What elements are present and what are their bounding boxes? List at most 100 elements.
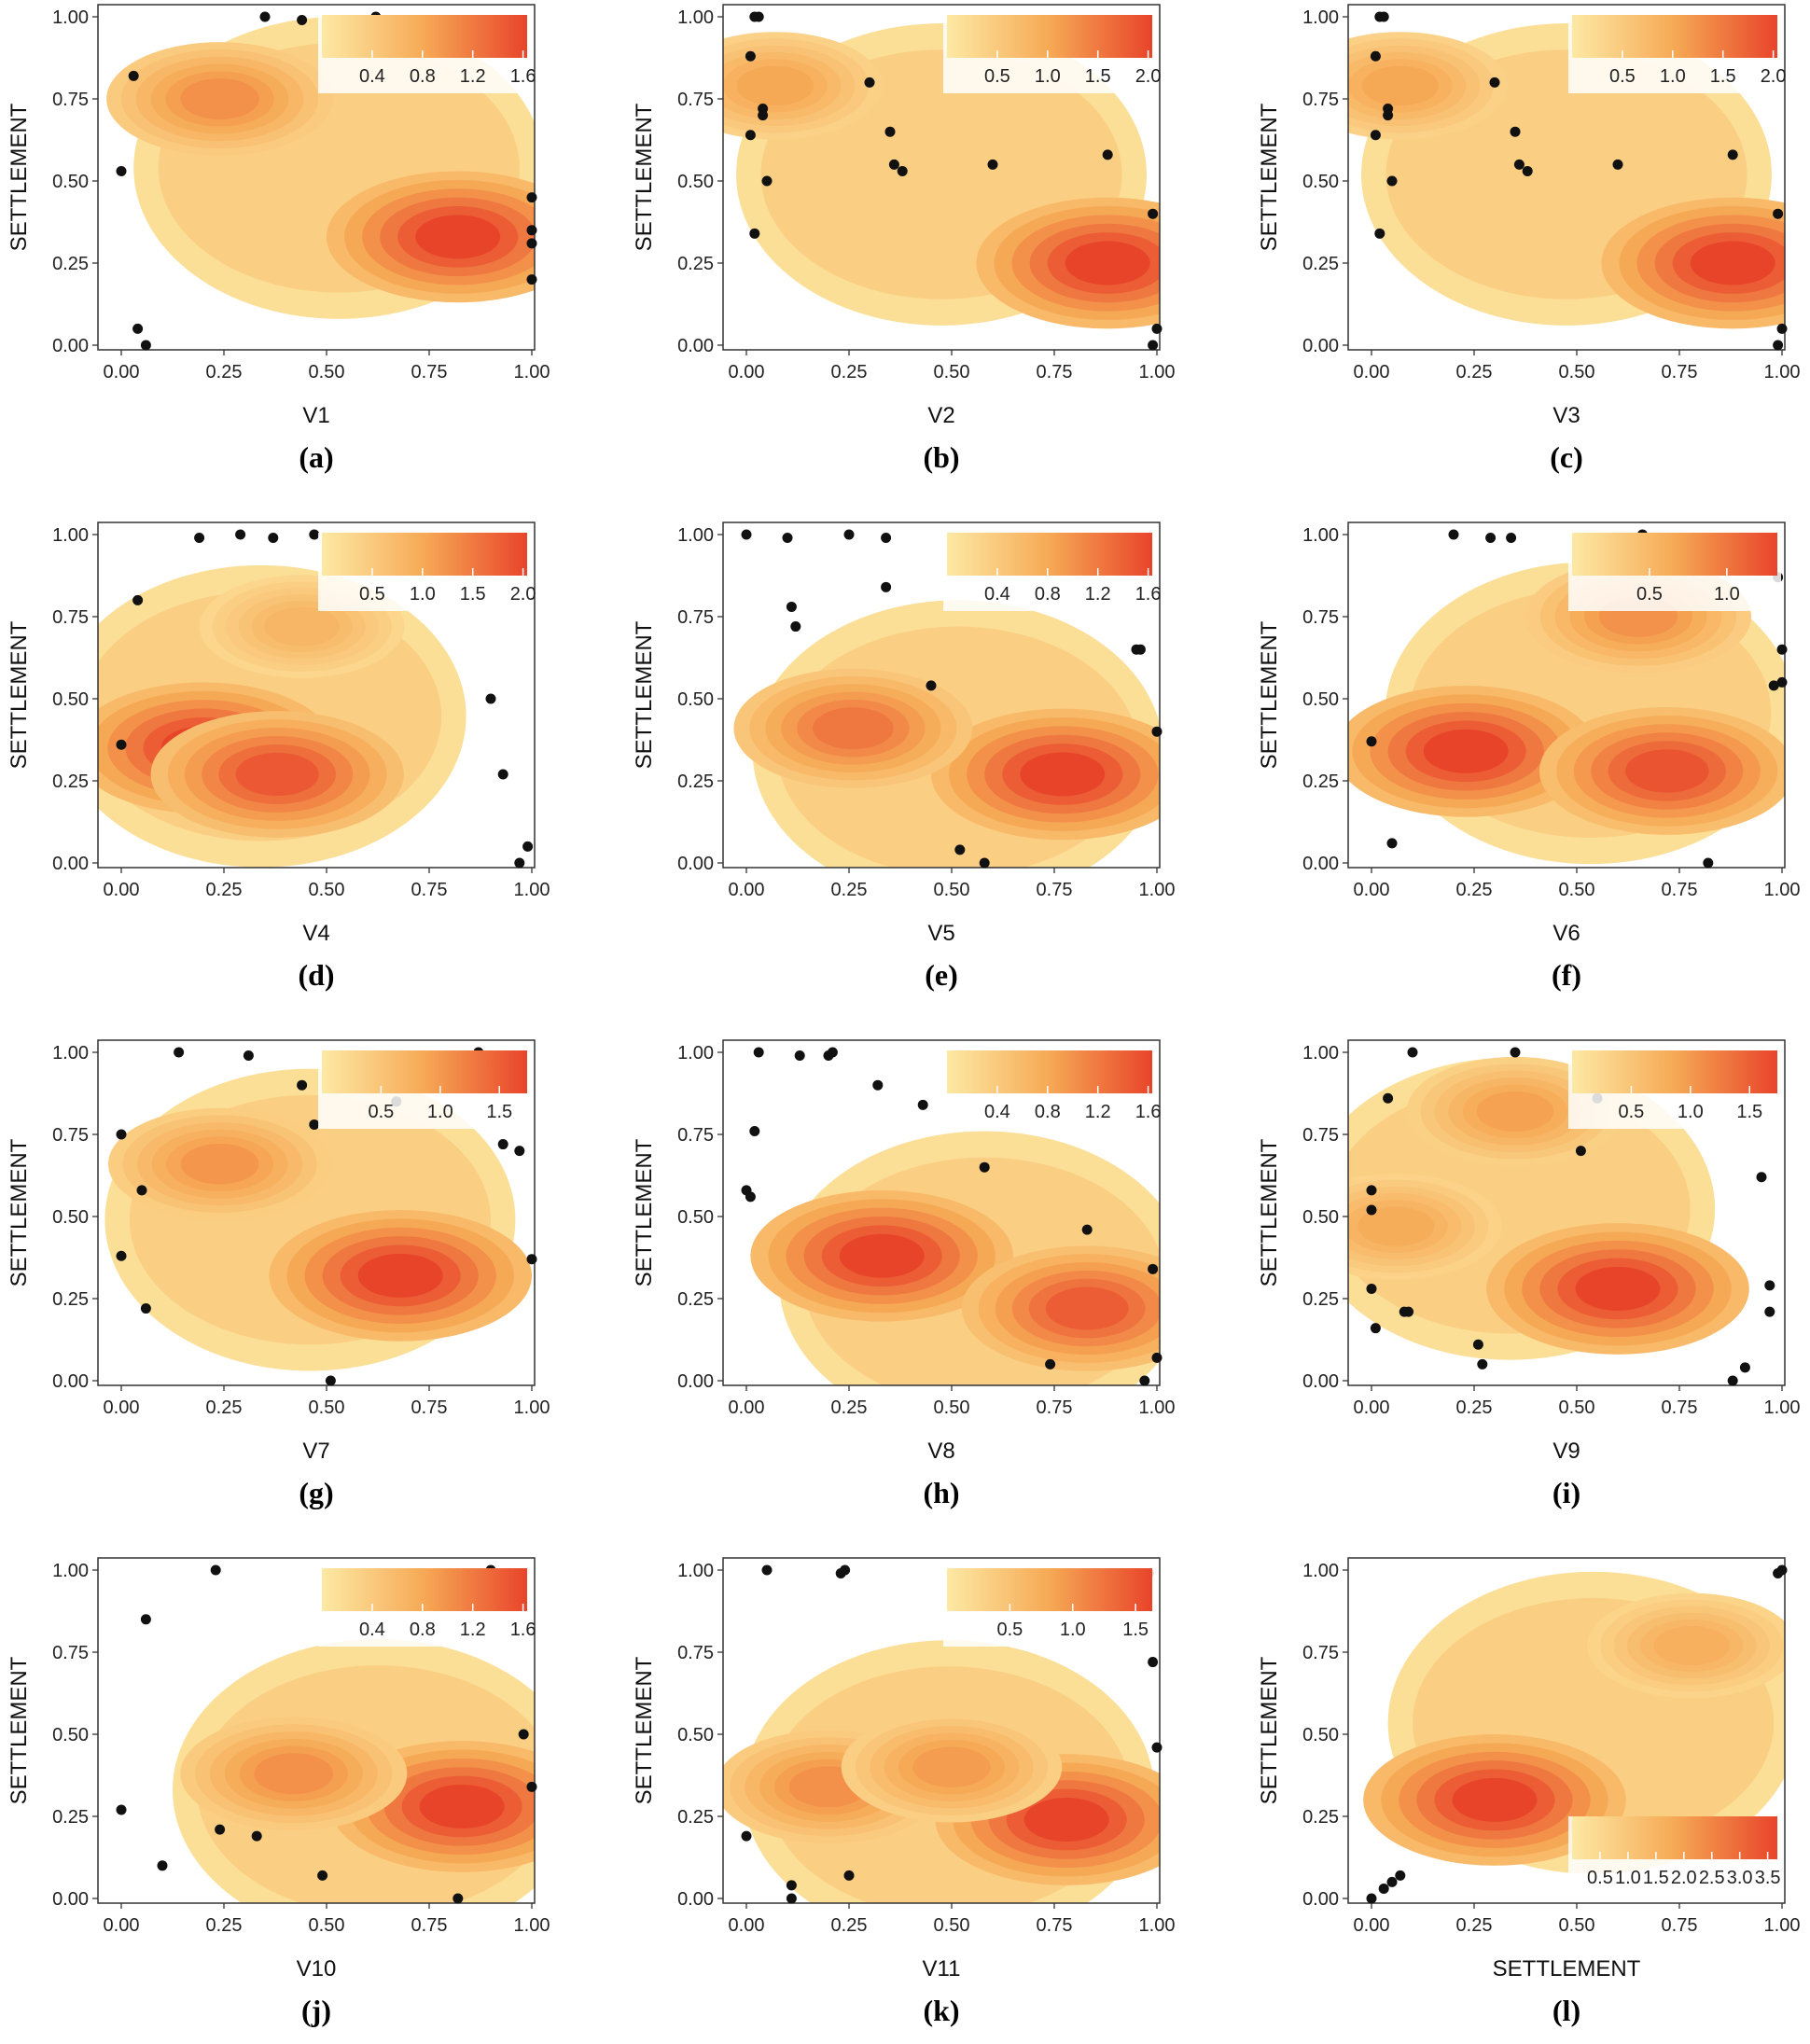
data-point: [782, 533, 793, 544]
legend-tick-label: 1.0: [427, 1102, 453, 1122]
data-point: [1764, 1306, 1775, 1317]
legend-tick-label: 1.5: [1736, 1102, 1762, 1122]
x-tick-label: 0.00: [729, 1915, 765, 1936]
legend-tick-label: 1.0: [1035, 66, 1061, 87]
panel-frame: [722, 4, 1161, 351]
data-point: [1148, 340, 1159, 351]
legend-tick-label: 1.5: [460, 584, 486, 605]
panel-frame: [1347, 1557, 1786, 1904]
legend-tick-label: 0.4: [984, 584, 1010, 605]
data-point: [309, 1119, 320, 1130]
data-point: [526, 1254, 537, 1265]
x-tick-label: 1.00: [1139, 880, 1176, 900]
data-point: [1366, 1185, 1377, 1196]
data-point: [317, 1870, 328, 1881]
data-point: [215, 1824, 226, 1835]
data-point: [1081, 1224, 1093, 1235]
y-tick-label: 0.75: [677, 607, 714, 628]
data-point: [1489, 76, 1500, 88]
density-field: [98, 564, 466, 868]
legend: 0.5 1.0 1.5 2.0: [943, 15, 1162, 93]
legend-tick-label: 2.0: [510, 584, 536, 605]
x-axis-label: V4: [302, 921, 329, 946]
y-tick-label: 0.00: [1302, 854, 1339, 874]
legend-tick-label: 1.0: [1714, 584, 1740, 605]
y-axis-label: SETTLEMENT: [632, 620, 657, 769]
data-point: [749, 228, 760, 239]
x-tick-label: 0.00: [1354, 1397, 1390, 1418]
panel-frame: [722, 521, 1161, 869]
legend: 0.5 1.0 1.5 2.0 2.5 3.0 3.5: [1568, 1816, 1781, 1895]
data-point: [884, 126, 896, 137]
y-axis-label: SETTLEMENT: [632, 103, 657, 251]
data-point: [1366, 736, 1377, 747]
y-tick-label: 1.00: [1302, 1043, 1339, 1064]
density-field: [106, 17, 535, 319]
data-point: [1386, 1876, 1398, 1887]
x-tick-label: 0.00: [1354, 880, 1390, 900]
y-tick-label: 1.00: [52, 1561, 89, 1581]
data-point: [864, 76, 875, 88]
density-contour: [254, 1753, 334, 1795]
y-tick-label: 1.00: [52, 7, 89, 28]
data-point: [741, 529, 752, 540]
legend-colorbar: [947, 15, 1152, 58]
x-tick-label: 0.50: [934, 362, 970, 382]
x-tick-label: 0.25: [206, 362, 243, 382]
density-contour: [1045, 1286, 1129, 1330]
density-contour: [1575, 1266, 1661, 1311]
panel-frame: [97, 1557, 536, 1904]
data-point: [987, 159, 998, 170]
data-point: [1045, 1358, 1056, 1370]
data-point: [1448, 529, 1459, 540]
data-point: [526, 274, 537, 285]
data-point: [1395, 1870, 1406, 1881]
legend-tick-label: 2.5: [1699, 1868, 1725, 1888]
legend-tick-label: 1.5: [1122, 1620, 1149, 1640]
legend-tick-label: 1.6: [1135, 1102, 1162, 1122]
y-axis-label: SETTLEMENT: [632, 1656, 657, 1804]
data-point: [843, 529, 855, 540]
data-point: [116, 1250, 127, 1261]
data-point: [268, 533, 279, 544]
legend-tick-label: 1.0: [1060, 1620, 1086, 1640]
data-point: [1510, 126, 1521, 137]
y-tick-label: 0.75: [1302, 90, 1339, 110]
data-point: [297, 1079, 308, 1091]
data-point: [132, 323, 144, 334]
panel-letter: (k): [923, 1994, 959, 2027]
x-tick-label: 0.25: [206, 1397, 243, 1418]
x-axis-label: V10: [297, 1956, 337, 1981]
legend: 0.4 0.8 1.2 1.6: [318, 1568, 536, 1647]
density-contour: [1690, 241, 1775, 285]
data-point: [116, 1804, 127, 1815]
panel-a: 0.00 0.00 0.25 0.25 0.50 0.50 0.75 0.75 1.00 1.00…: [7, 4, 550, 474]
y-tick-label: 0.25: [677, 772, 714, 792]
density-contour: [1020, 752, 1106, 797]
data-point: [1148, 208, 1159, 219]
y-tick-label: 0.25: [677, 1289, 714, 1310]
panel-h: 0.00 0.00 0.25 0.25 0.50 0.50 0.75 0.75 1.00 1.00…: [632, 1039, 1175, 1509]
data-point: [1727, 149, 1738, 160]
data-point: [1485, 533, 1497, 544]
panel-letter: (l): [1552, 1994, 1580, 2027]
y-tick-label: 0.25: [677, 254, 714, 274]
data-point: [1773, 208, 1784, 219]
data-point: [1366, 1893, 1377, 1904]
data-point: [1151, 1352, 1163, 1363]
data-point: [917, 1099, 928, 1110]
data-point: [1374, 228, 1385, 239]
legend-tick-label: 1.6: [510, 1620, 536, 1640]
x-tick-label: 0.75: [1037, 1397, 1073, 1418]
y-tick-label: 0.00: [52, 854, 89, 874]
data-point: [790, 621, 801, 633]
density-contour: [1361, 65, 1439, 106]
x-tick-label: 0.75: [411, 362, 448, 382]
legend: 0.4 0.8 1.2 1.6: [318, 15, 536, 93]
panel-frame: [722, 1039, 1161, 1386]
data-point: [210, 1564, 221, 1576]
x-tick-label: 0.75: [1037, 362, 1073, 382]
data-point: [297, 15, 308, 26]
legend-tick-label: 0.5: [984, 66, 1010, 87]
x-axis-label: V6: [1552, 921, 1580, 946]
